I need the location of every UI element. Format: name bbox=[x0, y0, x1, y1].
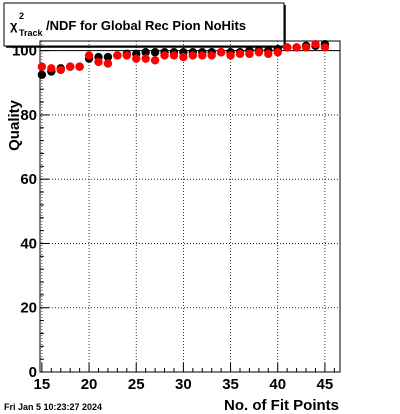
data-point bbox=[160, 51, 169, 60]
data-points bbox=[37, 40, 330, 79]
title-subscript: Track bbox=[19, 28, 44, 38]
series-1 bbox=[37, 40, 330, 75]
data-point bbox=[254, 48, 264, 57]
data-point bbox=[292, 43, 301, 52]
data-point bbox=[150, 56, 160, 65]
data-point bbox=[94, 57, 103, 67]
data-point bbox=[264, 49, 273, 59]
y-tick-label: 0 bbox=[29, 364, 37, 381]
data-point bbox=[245, 49, 254, 59]
data-point bbox=[141, 48, 150, 57]
x-axis-title: No. of Fit Points bbox=[224, 397, 339, 414]
data-point bbox=[65, 62, 75, 71]
data-point bbox=[179, 52, 188, 62]
data-point bbox=[169, 51, 179, 60]
data-point bbox=[273, 48, 282, 57]
data-point bbox=[198, 51, 207, 60]
x-tick-labels: 15 20 25 30 35 40 45 bbox=[34, 376, 334, 393]
data-point bbox=[56, 65, 65, 75]
data-point bbox=[113, 51, 122, 60]
data-point bbox=[37, 62, 47, 71]
datestamp: Fri Jan 5 10:23:27 2024 bbox=[4, 402, 102, 412]
data-point bbox=[226, 51, 235, 60]
data-point bbox=[282, 43, 292, 52]
data-point bbox=[188, 51, 198, 60]
x-tick-label: 25 bbox=[128, 376, 145, 393]
title-main: /NDF for Global Rec Pion NoHits bbox=[46, 18, 246, 33]
x-tick-label: 45 bbox=[317, 376, 334, 393]
x-tick-label: 15 bbox=[34, 376, 51, 393]
data-point bbox=[216, 48, 226, 57]
data-point bbox=[84, 51, 94, 60]
data-point bbox=[75, 62, 84, 71]
data-point bbox=[122, 51, 131, 60]
data-point bbox=[235, 49, 245, 59]
title-box-frame bbox=[3, 2, 285, 47]
data-point bbox=[320, 43, 330, 52]
data-point bbox=[132, 54, 141, 63]
y-tick-label: 40 bbox=[20, 235, 37, 252]
data-point bbox=[301, 43, 311, 52]
data-point bbox=[37, 70, 47, 79]
title-box: χ 2 Track /NDF for Global Rec Pion NoHit… bbox=[3, 2, 286, 48]
y-tick-labels: 0 20 40 60 80 100 bbox=[12, 43, 37, 381]
x-tick-label: 40 bbox=[269, 376, 286, 393]
data-point bbox=[47, 64, 56, 73]
data-point bbox=[150, 48, 160, 57]
x-tick-label: 20 bbox=[81, 376, 98, 393]
title-symbol: χ bbox=[10, 18, 18, 33]
y-tick-label: 60 bbox=[20, 171, 37, 188]
title-superscript: 2 bbox=[19, 11, 24, 21]
x-tick-label: 30 bbox=[175, 376, 192, 393]
x-tick-label: 35 bbox=[222, 376, 239, 393]
data-point bbox=[207, 51, 216, 60]
y-tick-label: 100 bbox=[12, 43, 37, 60]
y-tick-label: 20 bbox=[20, 300, 37, 317]
data-point bbox=[103, 52, 113, 62]
y-tick-label: 80 bbox=[20, 107, 37, 124]
data-point bbox=[103, 59, 113, 68]
data-point bbox=[311, 40, 320, 49]
y-axis-title: Quality bbox=[6, 99, 23, 151]
data-point bbox=[141, 54, 150, 63]
